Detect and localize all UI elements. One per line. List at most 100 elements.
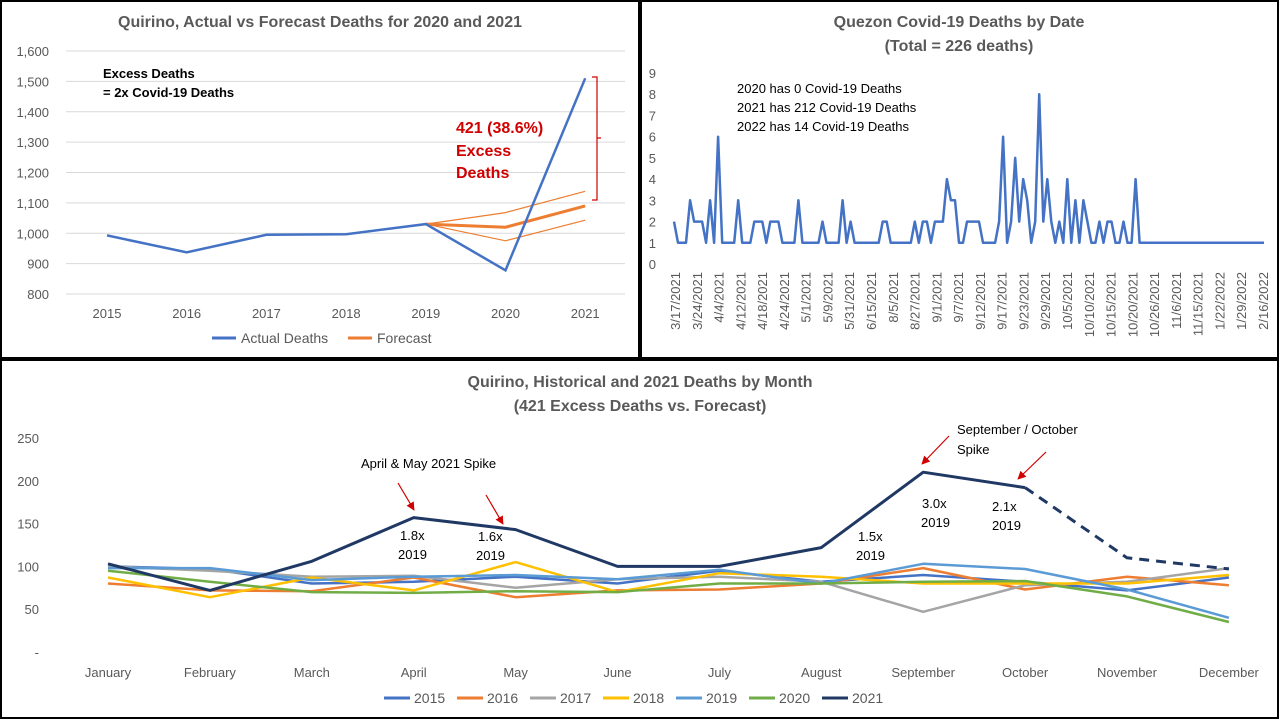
chart2-series <box>672 92 1264 245</box>
september-arrow <box>921 435 950 465</box>
chart2-y-tick: 4 <box>649 172 656 187</box>
chart2-x-tick: 2/16/2022 <box>1256 272 1271 330</box>
chart1-y-tick: 1,000 <box>16 226 49 241</box>
panel-quirino-monthly-deaths <box>0 359 1279 719</box>
chart3-title: Quirino, Historical and 2021 Deaths by M… <box>468 374 813 391</box>
september-ratio-year: 2019 <box>921 515 950 530</box>
chart3-y-tick: 250 <box>17 431 39 446</box>
chart3-x-tick: April <box>401 665 427 680</box>
chart1-x-tick: 2019 <box>411 306 440 321</box>
sep-oct-spike-line1: September / October <box>957 422 1078 437</box>
covid-note-2022: 2022 has 14 Covid-19 Deaths <box>737 119 910 134</box>
forecast-band-lower <box>425 219 586 242</box>
series-actual-deaths <box>106 77 587 273</box>
chart3-legend: 2015 2016 2017 2018 2019 2020 2021 <box>384 690 883 706</box>
series-forecast <box>425 204 586 229</box>
chart2-x-tick: 5/31/2021 <box>842 272 857 330</box>
chart2-x-tick: 10/10/2021 <box>1082 272 1097 337</box>
legend-actual-label: Actual Deaths <box>241 330 328 346</box>
legend-label-2017: 2017 <box>560 690 591 706</box>
chart3-x-axis: January February March April May June July Augu… <box>85 665 1260 680</box>
legend-label-2020: 2020 <box>779 690 810 706</box>
chart1-gridlines <box>66 50 625 295</box>
chart2-x-tick: 4/24/2021 <box>777 272 792 330</box>
chart3-x-tick: September <box>891 665 955 680</box>
october-ratio: 2.1x <box>992 499 1017 514</box>
chart3-x-tick: December <box>1199 665 1260 680</box>
chart3-series <box>107 470 1230 624</box>
may-arrow <box>485 494 504 525</box>
chart2-x-tick: 9/29/2021 <box>1038 272 1053 330</box>
excess-bracket <box>592 76 601 201</box>
chart2-y-tick: 8 <box>649 87 656 102</box>
august-ratio: 1.5x <box>858 529 883 544</box>
chart2-x-tick: 10/5/2021 <box>1060 272 1075 330</box>
excess-note-line1: Excess Deaths <box>103 66 195 81</box>
chart1-legend: Actual Deaths Forecast <box>212 330 432 346</box>
excess-red-line3: Deaths <box>456 165 509 182</box>
may-ratio: 1.6x <box>478 529 503 544</box>
chart3-y-tick: 150 <box>17 517 39 532</box>
chart3-y-tick: 100 <box>17 559 39 574</box>
may-ratio-year: 2019 <box>476 548 505 563</box>
august-ratio-year: 2019 <box>856 548 885 563</box>
chart1-x-axis: 2015 2016 2017 2018 2019 2020 2021 <box>93 306 600 321</box>
chart2-y-tick: 1 <box>649 236 656 251</box>
april-arrow <box>397 482 415 511</box>
chart2-x-tick: 5/1/2021 <box>799 272 814 323</box>
chart3-x-tick: June <box>603 665 631 680</box>
chart1-x-tick: 2017 <box>252 306 281 321</box>
chart2-x-tick: 9/23/2021 <box>1016 272 1031 330</box>
chart2-y-tick: 6 <box>649 130 656 145</box>
chart2-x-tick: 11/15/2021 <box>1191 272 1206 336</box>
chart2-x-tick: 5/9/2021 <box>820 272 835 323</box>
chart3-x-tick: May <box>503 665 528 680</box>
chart2-x-tick: 9/7/2021 <box>951 272 966 323</box>
chart3-x-tick: August <box>801 665 842 680</box>
chart2-x-tick: 9/1/2021 <box>929 272 944 323</box>
chart3-x-tick: March <box>294 665 330 680</box>
chart1-y-tick: 1,100 <box>16 196 49 211</box>
legend-label-2018: 2018 <box>633 690 664 706</box>
excess-red-line1: 421 (38.6%) <box>456 120 543 137</box>
chart2-x-tick: 9/12/2021 <box>973 272 988 330</box>
excess-red-line2: Excess <box>456 143 511 160</box>
chart3-subtitle: (421 Excess Deaths vs. Forecast) <box>514 398 767 415</box>
chart2-x-tick: 4/4/2021 <box>712 272 727 323</box>
chart3-x-tick: October <box>1002 665 1049 680</box>
chart3-y-axis: - 50 100 150 200 250 <box>17 431 39 660</box>
chart1-y-tick: 1,300 <box>16 135 49 150</box>
chart2-x-tick: 6/15/2021 <box>864 272 879 330</box>
chart1-x-tick: 2021 <box>571 306 600 321</box>
chart-actual-vs-forecast: Quirino, Actual vs Forecast Deaths for 2… <box>16 14 625 346</box>
legend-label-2021: 2021 <box>852 690 883 706</box>
chart2-title: Quezon Covid-19 Deaths by Date <box>834 14 1085 31</box>
chart2-x-tick: 1/22/2022 <box>1212 272 1227 330</box>
chart2-x-tick: 10/26/2021 <box>1147 272 1162 337</box>
series-2021 <box>107 470 1026 592</box>
chart1-x-tick: 2020 <box>491 306 520 321</box>
panel-quezon-covid-deaths <box>640 0 1279 359</box>
series-2019 <box>108 562 1230 620</box>
excess-note-line2: = 2x Covid-19 Deaths <box>103 85 234 100</box>
legend-forecast-label: Forecast <box>377 330 432 346</box>
covid-note-2021: 2021 has 212 Covid-19 Deaths <box>737 100 917 115</box>
chart2-y-tick: 9 <box>649 66 656 81</box>
series-2021-projected <box>1024 486 1230 571</box>
forecast-band-upper <box>425 190 586 225</box>
chart1-y-tick: 1,500 <box>16 74 49 89</box>
chart2-y-tick: 0 <box>649 257 656 272</box>
chart1-y-tick: 1,200 <box>16 166 49 181</box>
chart3-x-tick: January <box>85 665 132 680</box>
chart2-x-tick: 10/20/2021 <box>1125 272 1140 337</box>
chart1-y-axis: 800 900 1,000 1,100 1,200 1,300 1,400 1,500 1,60… <box>16 44 49 302</box>
chart2-x-tick: 11/6/2021 <box>1169 272 1184 329</box>
chart2-x-tick: 8/5/2021 <box>886 272 901 323</box>
chart2-x-tick: 1/29/2022 <box>1234 272 1249 330</box>
chart1-x-tick: 2016 <box>172 306 201 321</box>
october-arrow <box>1017 451 1047 480</box>
chart2-x-axis: 3/17/2021 3/24/2021 4/4/2021 4/12/2021 4/18/… <box>668 272 1271 337</box>
chart2-x-tick: 4/18/2021 <box>755 272 770 330</box>
october-ratio-year: 2019 <box>992 518 1021 533</box>
chart2-x-tick: 10/15/2021 <box>1104 272 1119 337</box>
